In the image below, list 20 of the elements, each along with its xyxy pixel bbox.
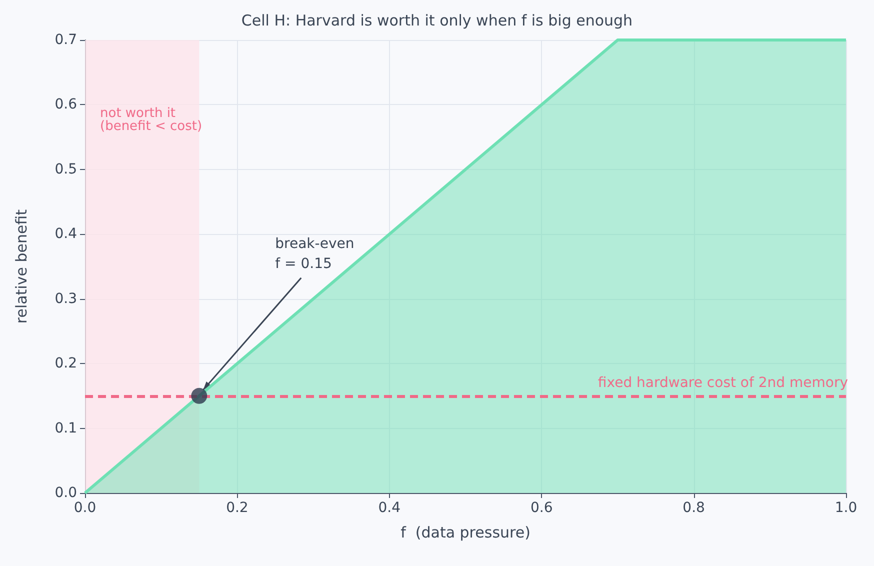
y-tick-label: 0.1 <box>54 420 77 436</box>
x-tick-label: 0.6 <box>530 500 553 516</box>
x-tick-label: 0.4 <box>378 500 401 516</box>
y-axis-title: relative benefit <box>12 209 30 324</box>
chart-title: Cell H: Harvard is worth it only when f is big enough <box>241 12 633 30</box>
y-tick-label: 0.5 <box>54 161 77 178</box>
y-tick-label: 0.7 <box>54 32 77 48</box>
x-axis-title: f (data pressure) <box>400 524 530 542</box>
x-tick-label: 0.8 <box>682 500 705 516</box>
y-tick-label: 0.2 <box>54 356 77 372</box>
y-tick-label: 0.4 <box>54 226 78 242</box>
y-tick-label: 0.0 <box>54 485 77 501</box>
ref-line-label: fixed hardware cost of 2nd memory <box>598 374 848 391</box>
x-tick-label: 0.2 <box>226 500 248 516</box>
annotation: break-even f = 0.15 <box>275 236 354 272</box>
x-tick-label: 1.0 <box>834 500 858 516</box>
x-tick-label: 0.0 <box>74 500 96 516</box>
y-tick-label: 0.3 <box>54 290 77 307</box>
y-tick-label: 0.6 <box>54 96 78 113</box>
band-label: not worth it (benefit < cost) <box>100 106 202 134</box>
